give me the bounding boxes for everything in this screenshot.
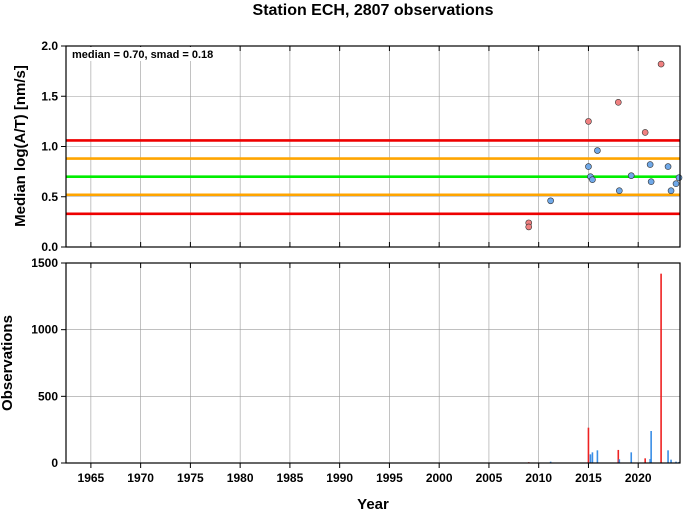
- observation-bar: [670, 459, 672, 463]
- data-point: [675, 174, 683, 181]
- observation-bar: [660, 273, 662, 463]
- top-y-axis-label: Median log(A/T) [nm/s]: [12, 65, 29, 227]
- top-y-ticks: 0.0 0.5 1.0 1.5 2.0: [41, 39, 66, 254]
- observation-bar: [630, 452, 633, 463]
- observation-bar: [618, 459, 621, 463]
- bottom-y-ticks: 0 500 1000 1500: [31, 256, 66, 470]
- x-tick-label: 1990: [326, 471, 353, 485]
- x-tick-label: 2005: [476, 471, 503, 485]
- x-tick-label: 1985: [277, 471, 304, 485]
- x-tick-label: 2000: [426, 471, 453, 485]
- observation-bar: [649, 459, 651, 463]
- top-panel: 0.0 0.5 1.0 1.5 2.0 median = 0.70, smad = 0.…: [12, 39, 683, 254]
- data-point: [672, 180, 680, 187]
- x-ticks: 1965 1970 1975 1980 1985 1990 1995 2000 2005 2010…: [78, 471, 652, 485]
- x-tick-label: 1975: [177, 471, 204, 485]
- data-point: [615, 98, 622, 106]
- observation-bar: [589, 454, 592, 463]
- top-y-tick-label: 2.0: [41, 39, 58, 53]
- stats-annotation: median = 0.70, smad = 0.18: [72, 49, 213, 61]
- observation-bar: [596, 450, 599, 463]
- x-tick-label: 1980: [227, 471, 254, 485]
- bottom-y-tick-label: 500: [38, 389, 58, 403]
- data-point: [589, 176, 596, 183]
- x-tick-label: 2020: [625, 471, 652, 485]
- observation-bar: [650, 431, 652, 463]
- annotation-background: [69, 47, 231, 61]
- data-point: [641, 129, 649, 136]
- data-point: [664, 163, 672, 170]
- x-tick-label: 2010: [525, 471, 552, 485]
- data-point: [667, 187, 675, 195]
- observation-bar: [617, 449, 620, 463]
- data-points: [525, 60, 683, 231]
- bottom-y-axis-label: Observations: [0, 315, 16, 411]
- observation-bar: [587, 427, 590, 463]
- data-point: [615, 187, 623, 195]
- top-y-tick-label: 0.5: [41, 190, 58, 204]
- observation-bar: [644, 458, 646, 463]
- data-point: [594, 147, 601, 154]
- observation-bar: [667, 450, 669, 463]
- data-point: [547, 197, 554, 205]
- data-point: [627, 172, 635, 179]
- x-tick-label: 1965: [78, 471, 105, 485]
- x-axis-label: Year: [357, 496, 389, 511]
- top-gridlines: [66, 45, 680, 248]
- observation-bar: [591, 452, 594, 463]
- data-point: [646, 161, 654, 168]
- x-tick-label: 1970: [127, 471, 154, 485]
- bottom-panel: 0 500 1000 1500 1965 1970 1975 1980 1985 1990 199…: [0, 256, 681, 511]
- data-point: [585, 163, 592, 170]
- x-tick-label: 1995: [376, 471, 403, 485]
- data-point: [525, 223, 533, 231]
- data-point: [585, 118, 592, 125]
- observation-bars: [527, 273, 680, 463]
- bottom-plot-frame: [65, 262, 681, 464]
- bottom-y-tick-label: 1500: [31, 256, 58, 270]
- top-y-tick-label: 0.0: [41, 240, 58, 254]
- bottom-y-tick-label: 0: [51, 456, 58, 470]
- top-y-tick-label: 1.0: [41, 140, 58, 154]
- observation-bar: [549, 461, 552, 463]
- top-y-tick-label: 1.5: [41, 89, 58, 103]
- observation-bar: [675, 461, 677, 463]
- bottom-y-tick-label: 1000: [31, 323, 58, 337]
- reference-lines: [66, 139, 680, 216]
- data-point: [647, 178, 655, 185]
- chart-title: Station ECH, 2807 observations: [253, 2, 494, 19]
- data-point: [657, 60, 665, 68]
- x-tick-label: 2015: [575, 471, 602, 485]
